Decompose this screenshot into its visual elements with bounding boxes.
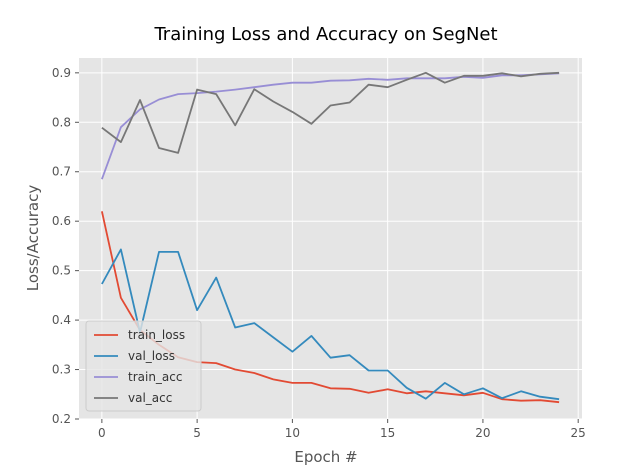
- legend-box: [85, 320, 202, 412]
- y-axis-label: Loss/Accuracy: [24, 185, 42, 292]
- y-tick-label: 0.5: [52, 264, 71, 278]
- y-tick-label: 0.9: [52, 66, 71, 80]
- chart-title: Training Loss and Accuracy on SegNet: [153, 24, 497, 45]
- x-tick-label: 15: [380, 426, 395, 440]
- x-tick-label: 0: [98, 426, 106, 440]
- series-line-val-acc: [101, 71, 560, 154]
- series-line-train-acc: [101, 72, 560, 180]
- legend-label: val_acc: [128, 391, 172, 405]
- x-tick-label: 25: [571, 426, 586, 440]
- y-tick-label: 0.4: [52, 313, 71, 327]
- series-line-val-loss: [101, 248, 560, 401]
- y-tick-label: 0.8: [52, 115, 71, 129]
- x-axis-label: Epoch #: [294, 448, 357, 466]
- y-tick-label: 0.6: [52, 214, 71, 228]
- legend: train_loss val_loss train_acc val_acc: [85, 320, 202, 412]
- y-tick-label: 0.7: [52, 165, 71, 179]
- x-tick-label: 20: [475, 426, 490, 440]
- y-tick-label: 0.2: [52, 412, 71, 426]
- x-tick-label: 10: [285, 426, 300, 440]
- x-tick-label: 5: [193, 426, 201, 440]
- legend-label: train_loss: [128, 328, 185, 342]
- legend-label: train_acc: [128, 370, 182, 384]
- y-tick-label: 0.3: [52, 363, 71, 377]
- axis-ticks: 0 5 10 15 20 25 0.2 0.3 0.4 0.5 0.6 0.7 0.8 0.9: [52, 66, 586, 440]
- legend-label: val_loss: [128, 349, 175, 363]
